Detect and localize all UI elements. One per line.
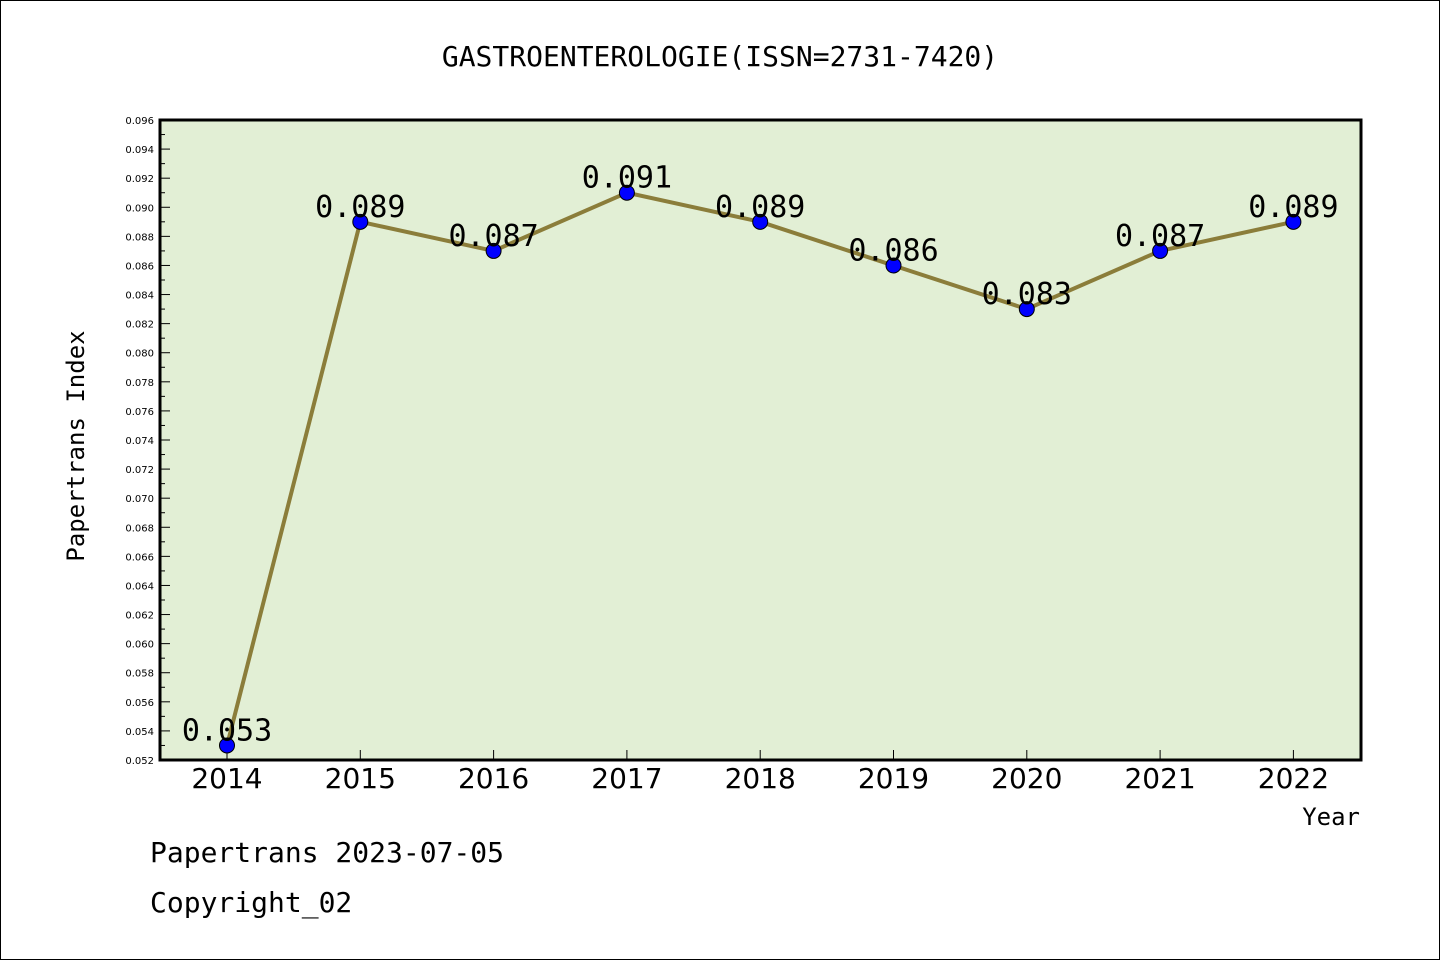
y-tick-label: 0.060 (125, 640, 154, 651)
data-label: 0.087 (1115, 219, 1205, 254)
y-tick-label: 0.082 (125, 320, 154, 331)
data-point (1018, 301, 1035, 318)
x-tick-label: 2021 (1124, 762, 1195, 795)
y-tick-label: 0.052 (125, 756, 154, 767)
y-tick-label: 0.062 (125, 611, 154, 622)
data-labels: 0.053 0.089 0.087 0.091 0.089 0.086 0.083 0.087… (182, 161, 1339, 749)
data-label: 0.091 (582, 161, 672, 196)
y-tick-label: 0.064 (125, 581, 154, 592)
data-label: 0.053 (182, 713, 272, 748)
y-tick-label: 0.054 (125, 727, 154, 738)
y-tick-label: 0.096 (125, 116, 154, 127)
chart-title: GASTROENTEROLOGIE(ISSN=2731-7420) (442, 40, 998, 73)
data-point (618, 184, 635, 201)
y-tick-label: 0.080 (125, 349, 154, 360)
data-label: 0.089 (715, 190, 805, 225)
footer-source: Papertrans 2023-07-05 (150, 836, 505, 869)
y-tick-label: 0.072 (125, 465, 154, 476)
data-point (885, 257, 902, 274)
y-tick-label: 0.088 (125, 232, 154, 243)
y-tick-label: 0.078 (125, 378, 154, 389)
y-axis: 0.052 0.054 0.056 0.058 0.060 0.062 0.064 0.066… (125, 116, 170, 767)
data-label: 0.087 (448, 219, 538, 254)
y-tick-label: 0.086 (125, 261, 154, 272)
y-tick-label: 0.076 (125, 407, 154, 418)
y-tick-label: 0.084 (125, 291, 154, 302)
data-point (1152, 242, 1169, 259)
y-tick-label: 0.068 (125, 523, 154, 534)
data-point (1285, 213, 1302, 230)
data-label: 0.089 (1248, 190, 1338, 225)
x-tick-label: 2014 (191, 762, 262, 795)
x-axis-label: Year (1302, 803, 1360, 831)
x-tick-label: 2017 (591, 762, 662, 795)
data-label: 0.089 (315, 190, 405, 225)
y-tick-label: 0.094 (125, 145, 154, 156)
x-tick-label: 2020 (991, 762, 1062, 795)
data-point (752, 213, 769, 230)
x-tick-label: 2018 (725, 762, 796, 795)
y-axis-label: Papertrans Index (62, 330, 90, 561)
data-point (219, 737, 235, 754)
y-tick-label: 0.056 (125, 698, 154, 709)
x-tick-label: 2019 (858, 762, 929, 795)
x-tick-label: 2015 (325, 762, 396, 795)
y-tick-label: 0.066 (125, 552, 154, 563)
y-tick-label: 0.092 (125, 174, 154, 185)
x-tick-label: 2022 (1258, 762, 1329, 795)
y-tick-label: 0.090 (125, 203, 154, 214)
x-axis: 2014 2015 2016 2017 2018 2019 2020 2021 2022 (191, 750, 1329, 795)
y-tick-label: 0.058 (125, 669, 154, 680)
data-label: 0.086 (848, 233, 938, 268)
footer-copyright: Copyright_02 (150, 886, 353, 919)
y-tick-label: 0.074 (125, 436, 154, 447)
x-tick-label: 2016 (458, 762, 529, 795)
data-point (352, 213, 369, 230)
data-label: 0.083 (982, 277, 1072, 312)
y-tick-label: 0.070 (125, 494, 154, 505)
data-points (219, 184, 1302, 754)
data-point (485, 242, 502, 259)
